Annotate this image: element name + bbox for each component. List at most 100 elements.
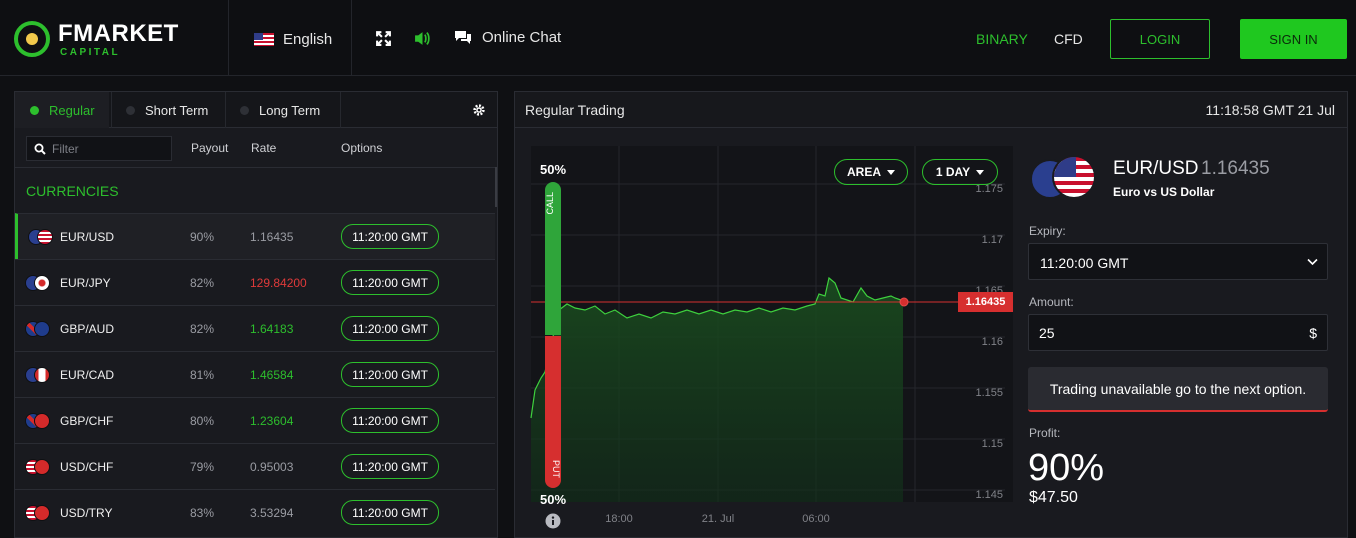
expiry-select[interactable]: 11:20:00 GMT xyxy=(1028,243,1328,280)
expiry-option-button[interactable]: 11:20:00 GMT xyxy=(341,454,439,479)
pair-flags-icon xyxy=(25,275,51,291)
chart-range-label: 1 DAY xyxy=(935,165,971,179)
us-flag-icon xyxy=(254,32,274,46)
asset-payout: 83% xyxy=(190,506,215,520)
nav-cfd[interactable]: CFD xyxy=(1054,31,1083,47)
amount-label: Amount: xyxy=(1029,295,1074,309)
chart-type-label: AREA xyxy=(846,165,881,179)
panel-title: Regular Trading xyxy=(525,102,625,118)
profit-label: Profit: xyxy=(1029,426,1061,440)
term-tabs: Regular Short Term Long Term xyxy=(15,92,497,128)
column-header-payout: Payout xyxy=(191,141,229,155)
call-percent: 50% xyxy=(540,162,567,177)
asset-description: Euro vs US Dollar xyxy=(1113,185,1215,199)
asset-row-eur-jpy[interactable]: EUR/JPY 82% 129.84200 11:20:00 GMT xyxy=(15,259,495,305)
amount-input[interactable] xyxy=(1039,324,1279,342)
pair-flags-icon xyxy=(25,459,51,475)
pair-flags-icon xyxy=(25,413,51,429)
expiry-option-button[interactable]: 11:20:00 GMT xyxy=(341,316,439,341)
pair-flags-icon xyxy=(25,321,51,337)
expiry-option-button[interactable]: 11:20:00 GMT xyxy=(341,270,439,295)
x-tick-label: 21. Jul xyxy=(702,513,734,525)
inactive-dot-icon xyxy=(126,105,135,115)
language-selector[interactable]: English xyxy=(254,29,332,49)
caret-down-icon xyxy=(887,169,895,175)
put-sentiment-bar: PUT xyxy=(545,336,561,488)
asset-row-gbp-aud[interactable]: GBP/AUD 82% 1.64183 11:20:00 GMT xyxy=(15,305,495,351)
asset-row-eur-usd[interactable]: EUR/USD 90% 1.16435 11:20:00 GMT xyxy=(15,213,495,259)
chevron-down-icon xyxy=(1307,258,1318,266)
server-time: 11:18:58 GMT 21 Jul xyxy=(1205,102,1335,118)
sign-in-button[interactable]: SIGN IN xyxy=(1240,19,1347,59)
put-label: PUT xyxy=(551,460,561,478)
trading-panel-header: Regular Trading 11:18:58 GMT 21 Jul xyxy=(515,92,1347,128)
asset-rate: 129.84200 xyxy=(250,276,307,290)
put-percent: 50% xyxy=(540,492,567,507)
y-tick-label: 1.17 xyxy=(982,234,1003,246)
logo-subtext: CAPITAL xyxy=(60,47,121,58)
tab-label: Short Term xyxy=(145,102,209,118)
asset-row-usd-chf[interactable]: USD/CHF 79% 0.95003 11:20:00 GMT xyxy=(15,443,495,489)
language-label: English xyxy=(283,30,333,48)
filter-field[interactable] xyxy=(26,136,172,161)
asset-payout: 82% xyxy=(190,276,215,290)
y-tick-label: 1.145 xyxy=(975,489,1003,501)
sound-icon[interactable] xyxy=(414,30,431,47)
expiry-option-button[interactable]: 11:20:00 GMT xyxy=(341,362,439,387)
amount-field[interactable]: $ xyxy=(1028,314,1328,351)
expiry-label: Expiry: xyxy=(1029,224,1066,238)
tab-long-term[interactable]: Long Term xyxy=(225,92,341,128)
top-header: FMARKET CAPITAL English Online Chat BINA… xyxy=(0,0,1356,76)
filter-input[interactable] xyxy=(52,140,167,158)
asset-row-eur-cad[interactable]: EUR/CAD 81% 1.46584 11:20:00 GMT xyxy=(15,351,495,397)
expiry-option-button[interactable]: 11:20:00 GMT xyxy=(341,500,439,525)
y-tick-label: 1.16 xyxy=(982,336,1003,348)
x-tick-label: 06:00 xyxy=(802,513,830,525)
chart-range-dropdown[interactable]: 1 DAY xyxy=(922,159,998,185)
login-button[interactable]: LOGIN xyxy=(1110,19,1210,59)
trading-unavailable-button[interactable]: Trading unavailable go to the next optio… xyxy=(1028,367,1328,412)
asset-symbol: USD/TRY xyxy=(60,506,113,520)
asset-row-usd-try[interactable]: USD/TRY 83% 3.53294 11:20:00 GMT xyxy=(15,489,495,535)
asset-symbol: GBP/CHF xyxy=(60,414,114,428)
fullscreen-icon[interactable] xyxy=(375,30,392,47)
asset-symbol: GBP/AUD xyxy=(60,322,115,336)
asset-row-gbp-chf[interactable]: GBP/CHF 80% 1.23604 11:20:00 GMT xyxy=(15,397,495,443)
tab-label: Long Term xyxy=(259,102,321,118)
inactive-dot-icon xyxy=(240,105,249,115)
search-icon xyxy=(34,143,46,155)
asset-rate: 1.16435 xyxy=(1201,158,1270,179)
asset-symbol: EUR/JPY xyxy=(60,276,111,290)
pair-flags-icon xyxy=(25,505,51,521)
price-area xyxy=(531,278,903,502)
chat-icon xyxy=(455,30,471,44)
expiry-value: 11:20:00 GMT xyxy=(1040,255,1129,271)
expiry-option-button[interactable]: 11:20:00 GMT xyxy=(341,224,439,249)
x-tick-label: 18:00 xyxy=(605,513,633,525)
asset-payout: 79% xyxy=(190,460,215,474)
info-icon[interactable] xyxy=(545,513,561,529)
trading-panel: Regular Trading 11:18:58 GMT 21 Jul xyxy=(514,91,1348,538)
price-chart[interactable]: 1.175 1.17 1.165 1.16 1.155 1.15 1.145 1… xyxy=(515,128,1015,538)
asset-rate: 0.95003 xyxy=(250,460,294,474)
tab-short-term[interactable]: Short Term xyxy=(111,92,223,128)
asset-payout: 80% xyxy=(190,414,215,428)
brand-logo[interactable]: FMARKET CAPITAL xyxy=(14,18,204,62)
header-divider xyxy=(228,0,229,76)
gear-icon[interactable] xyxy=(472,103,486,117)
online-chat-link[interactable]: Online Chat xyxy=(454,29,561,46)
asset-flags-icon xyxy=(1030,155,1100,201)
expiry-option-button[interactable]: 11:20:00 GMT xyxy=(341,408,439,433)
list-scrollbar[interactable] xyxy=(495,167,497,207)
asset-symbol: USD/CHF xyxy=(60,460,114,474)
asset-payout: 81% xyxy=(190,368,215,382)
chart-type-dropdown[interactable]: AREA xyxy=(834,159,908,185)
call-sentiment-bar: CALL xyxy=(545,182,561,335)
nav-binary[interactable]: BINARY xyxy=(976,31,1028,47)
price-line xyxy=(530,276,904,419)
tab-regular[interactable]: Regular xyxy=(15,92,109,128)
profit-percent: 90% xyxy=(1028,447,1105,489)
asset-rate: 1.23604 xyxy=(250,414,294,428)
asset-rate: 1.16435 xyxy=(250,230,294,244)
current-price-dot xyxy=(899,297,909,307)
